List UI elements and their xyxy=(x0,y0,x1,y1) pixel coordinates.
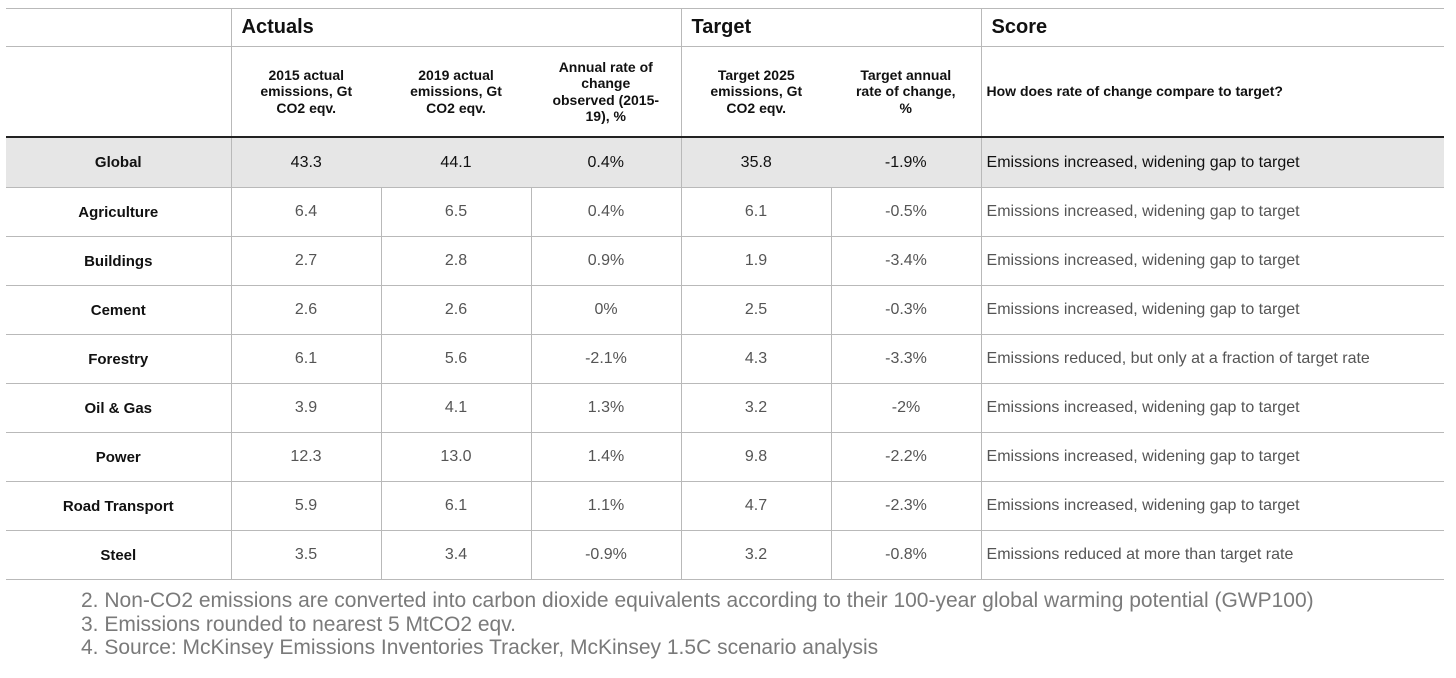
cell-2019: 4.1 xyxy=(380,383,532,433)
col-header-2015-text: 2015 actual emissions, Gt CO2 eqv. xyxy=(260,66,353,116)
col-header-target-rate: Target annual rate of change, % xyxy=(831,46,982,138)
col-header-target-2025-text: Target 2025 emissions, Gt CO2 eqv. xyxy=(710,66,803,116)
cell-score: Emissions reduced, but only at a fractio… xyxy=(980,334,1445,384)
cell-rate: -0.9% xyxy=(530,530,682,580)
table-row: Oil & Gas 3.9 4.1 1.3% 3.2 -2% Emissions… xyxy=(6,383,1445,433)
cell-target-2025: 3.2 xyxy=(680,383,832,433)
col-header-annual-rate: Annual rate of change observed (2015-19)… xyxy=(531,46,682,138)
table-row: Steel 3.5 3.4 -0.9% 3.2 -0.8% Emissions … xyxy=(6,530,1445,580)
table-row: Power 12.3 13.0 1.4% 9.8 -2.2% Emissions… xyxy=(6,432,1445,482)
cell-2015: 12.3 xyxy=(230,432,382,482)
cell-rate: 0.4% xyxy=(531,136,682,188)
col-header-2019: 2019 actual emissions, Gt CO2 eqv. xyxy=(381,46,531,138)
group-header-row: Actuals Target Score xyxy=(6,8,1445,47)
row-label: Oil & Gas xyxy=(6,383,232,433)
table-row: Road Transport 5.9 6.1 1.1% 4.7 -2.3% Em… xyxy=(6,481,1445,531)
cell-2015: 43.3 xyxy=(230,136,381,188)
cell-2019: 2.8 xyxy=(380,236,532,286)
cell-target-2025: 35.8 xyxy=(680,136,831,188)
cell-2015: 2.6 xyxy=(230,285,382,335)
cell-rate: -2.1% xyxy=(530,334,682,384)
row-label: Agriculture xyxy=(6,187,232,237)
cell-2019: 3.4 xyxy=(380,530,532,580)
cell-2019: 13.0 xyxy=(380,432,532,482)
cell-2019: 6.5 xyxy=(380,187,532,237)
cell-score: Emissions increased, widening gap to tar… xyxy=(980,481,1445,531)
corner-cell xyxy=(6,8,232,47)
cell-score: Emissions increased, widening gap to tar… xyxy=(980,383,1445,433)
cell-target-rate: -0.5% xyxy=(830,187,982,237)
table-row: Forestry 6.1 5.6 -2.1% 4.3 -3.3% Emissio… xyxy=(6,334,1445,384)
cell-rate: 0.4% xyxy=(530,187,682,237)
cell-rate: 1.4% xyxy=(530,432,682,482)
cell-score: Emissions increased, widening gap to tar… xyxy=(980,285,1445,335)
footnote: 4. Source: McKinsey Emissions Inventorie… xyxy=(81,636,879,659)
row-label: Cement xyxy=(6,285,232,335)
table-row: Agriculture 6.4 6.5 0.4% 6.1 -0.5% Emiss… xyxy=(6,187,1445,237)
cell-score: Emissions increased, widening gap to tar… xyxy=(980,432,1445,482)
row-label: Steel xyxy=(6,530,232,580)
group-actuals: Actuals xyxy=(230,8,682,47)
row-label: Power xyxy=(6,432,232,482)
table-row: Buildings 2.7 2.8 0.9% 1.9 -3.4% Emissio… xyxy=(6,236,1445,286)
footnote: 3. Emissions rounded to nearest 5 MtCO2 … xyxy=(81,612,516,636)
row-label: Road Transport xyxy=(6,481,232,531)
column-header-row: 2015 actual emissions, Gt CO2 eqv. 2019 … xyxy=(6,46,1445,138)
cell-target-2025: 2.5 xyxy=(680,285,832,335)
cell-target-rate: -0.3% xyxy=(830,285,982,335)
cell-rate: 0.9% xyxy=(530,236,682,286)
group-target: Target xyxy=(680,8,982,47)
table-row-global: Global 43.3 44.1 0.4% 35.8 -1.9% Emissio… xyxy=(6,136,1445,188)
cell-2015: 6.4 xyxy=(230,187,382,237)
cell-target-rate: -2% xyxy=(830,383,982,433)
cell-2019: 6.1 xyxy=(380,481,532,531)
corner-cell-sub xyxy=(6,46,232,138)
cell-2019: 2.6 xyxy=(380,285,532,335)
emissions-table: Actuals Target Score 2015 actual emissio… xyxy=(6,8,1445,580)
cell-target-rate: -3.4% xyxy=(830,236,982,286)
col-header-target-rate-text: Target annual rate of change, % xyxy=(855,66,956,116)
cell-2019: 44.1 xyxy=(381,136,531,188)
row-label: Global xyxy=(6,136,232,188)
cell-target-rate: -1.9% xyxy=(831,136,982,188)
cell-target-2025: 4.3 xyxy=(680,334,832,384)
cell-rate: 0% xyxy=(530,285,682,335)
row-label: Forestry xyxy=(6,334,232,384)
footnote: 2. Non-CO2 emissions are converted into … xyxy=(81,589,1314,612)
col-header-2015: 2015 actual emissions, Gt CO2 eqv. xyxy=(230,46,381,138)
cell-score: Emissions increased, widening gap to tar… xyxy=(980,236,1445,286)
cell-rate: 1.1% xyxy=(530,481,682,531)
cell-2015: 6.1 xyxy=(230,334,382,384)
col-header-annual-rate-text: Annual rate of change observed (2015-19)… xyxy=(552,58,660,125)
cell-score: Emissions increased, widening gap to tar… xyxy=(980,136,1445,188)
cell-target-2025: 6.1 xyxy=(680,187,832,237)
cell-2015: 2.7 xyxy=(230,236,382,286)
cell-target-2025: 4.7 xyxy=(680,481,832,531)
cell-target-2025: 3.2 xyxy=(680,530,832,580)
cell-score: Emissions increased, widening gap to tar… xyxy=(980,187,1445,237)
cell-2015: 3.9 xyxy=(230,383,382,433)
cell-score: Emissions reduced at more than target ra… xyxy=(980,530,1445,580)
cell-target-rate: -2.3% xyxy=(830,481,982,531)
cell-target-rate: -3.3% xyxy=(830,334,982,384)
col-header-2019-text: 2019 actual emissions, Gt CO2 eqv. xyxy=(410,66,502,116)
group-score: Score xyxy=(980,8,1445,47)
row-label: Buildings xyxy=(6,236,232,286)
cell-target-2025: 1.9 xyxy=(680,236,832,286)
cell-target-2025: 9.8 xyxy=(680,432,832,482)
table-row: Cement 2.6 2.6 0% 2.5 -0.3% Emissions in… xyxy=(6,285,1445,335)
cell-2015: 3.5 xyxy=(230,530,382,580)
cell-target-rate: -2.2% xyxy=(830,432,982,482)
cell-2015: 5.9 xyxy=(230,481,382,531)
col-header-score: How does rate of change compare to targe… xyxy=(980,46,1445,138)
footnotes: 2. Non-CO2 emissions are converted into … xyxy=(81,589,1314,660)
cell-target-rate: -0.8% xyxy=(830,530,982,580)
cell-rate: 1.3% xyxy=(530,383,682,433)
cell-2019: 5.6 xyxy=(380,334,532,384)
col-header-target-2025: Target 2025 emissions, Gt CO2 eqv. xyxy=(680,46,831,138)
